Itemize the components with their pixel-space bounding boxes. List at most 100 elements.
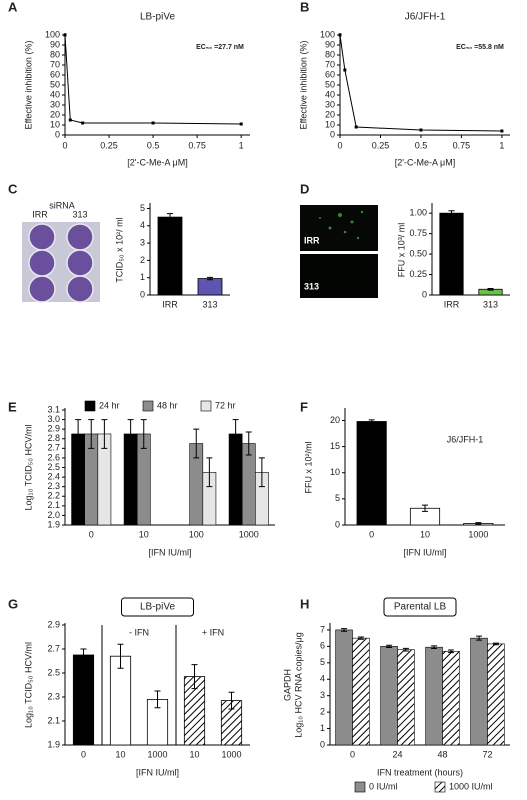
error-bar [101,419,108,449]
y-tick-label: 2.9 [47,424,60,434]
plate-image [22,222,100,303]
y-tick-label: 2.3 [47,691,60,701]
bar [109,655,132,746]
y-tick-label: 1 [140,272,145,282]
legend-swatch [142,400,154,412]
error-bar [476,635,483,641]
bar [197,278,223,296]
y-tick-label: 70 [50,59,60,69]
error-bar [402,647,409,652]
y-tick-label: 30 [50,99,60,109]
error-bar [206,457,213,488]
x-tick-label: 10 [189,749,199,759]
y-tick-label: 3.1 [47,404,60,414]
x-axis-label: [2'-C-Me-A μM] [127,157,187,167]
y-tick-label: 0 [422,289,427,299]
y-tick-label: 90 [325,39,335,49]
legend-label: 48 hr [157,400,178,410]
x-tick-label: 1000 [468,529,488,539]
error-bar [207,276,213,281]
y-tick-label: 2.7 [47,643,60,653]
y-tick-label: 40 [50,89,60,99]
chart-title: LB-piVe [140,12,175,23]
x-tick-label: 0 [81,749,86,759]
group-label: + IFN [202,627,224,637]
bar [470,637,488,746]
y-tick-label: 50 [50,79,60,89]
data-point [151,121,155,125]
fluorescence-image [300,205,378,298]
y-tick-label: 4 [320,674,325,684]
x-tick-label: 313 [483,299,498,309]
image-label: siRNA [49,200,75,210]
y-tick-label: 5 [335,493,340,503]
y-tick-label: 10 [325,119,335,129]
legend-swatch [200,400,212,412]
y-axis-label: FFU x 10²/ml [303,441,313,493]
annotation: EC₅₀ =27.7 nM [196,44,244,51]
y-tick-label: 2.2 [47,491,60,501]
error-bar [492,642,499,646]
panel-letter: A [8,0,18,14]
y-tick-label: 0.75 [409,228,427,238]
x-axis-label: IFN treatment (hours) [377,767,463,777]
y-axis-label: FFU x 10³/ ml [396,223,406,278]
y-tick-label: 2.4 [47,471,60,481]
error-bar [75,419,82,449]
y-tick-label: 1.9 [47,739,60,749]
y-tick-label: 0 [335,519,340,529]
image-label: IRR [32,209,48,219]
error-bar [431,645,438,650]
legend-label: 0 IU/ml [369,781,398,791]
y-axis-label: GAPDH [282,669,292,701]
y-tick-label: 2.5 [47,667,60,677]
data-point [81,121,85,125]
panel-letter: B [300,0,309,14]
y-axis-label: Effective inhibition (%) [23,41,33,130]
error-bar [447,649,454,654]
x-tick-label: 0 [337,140,342,150]
image-label: 313 [304,281,319,291]
legend-label: 24 hr [99,400,120,410]
data-point [338,33,342,37]
error-bar [487,287,494,291]
y-tick-label: 2.9 [47,619,60,629]
x-tick-label: 1 [499,140,504,150]
y-tick-label: 5 [140,203,145,213]
y-tick-label: 0 [330,129,335,139]
error-bar [368,419,375,424]
chart-title: Parental LB [394,602,447,613]
chart-title: J6/JFH-1 [405,12,446,23]
x-tick-label: 1 [239,140,244,150]
y-tick-label: 2.8 [47,433,60,443]
data-point [239,122,243,126]
panel-letter: C [8,181,18,196]
error-bar [341,628,348,632]
y-tick-label: 2 [140,255,145,265]
bar [241,443,256,526]
y-tick-label: 7 [320,624,325,634]
x-tick-label: 10 [420,529,430,539]
x-axis-label: [IFN IU/ml] [149,547,192,557]
x-tick-label: IRR [162,299,178,309]
legend-swatch [84,400,96,412]
panel-letter: F [300,399,308,414]
y-tick-label: 2.5 [47,462,60,472]
x-tick-label: 1000 [221,749,241,759]
y-tick-label: 10 [330,467,340,477]
y-tick-label: 2 [320,706,325,716]
bar [380,646,398,746]
y-tick-label: 2.6 [47,452,60,462]
data-point [343,68,347,72]
y-axis-label: Effective inhibition (%) [298,41,308,130]
y-tick-label: 1.00 [409,208,427,218]
y-tick-label: 3.0 [47,414,60,424]
x-tick-label: 100 [189,529,204,539]
legend-swatch [434,781,446,793]
x-tick-label: 0 [62,140,67,150]
bar [487,643,505,746]
x-axis-label: [IFN IU/ml] [136,767,179,777]
y-tick-label: 60 [50,69,60,79]
y-tick-label: 80 [325,49,335,59]
